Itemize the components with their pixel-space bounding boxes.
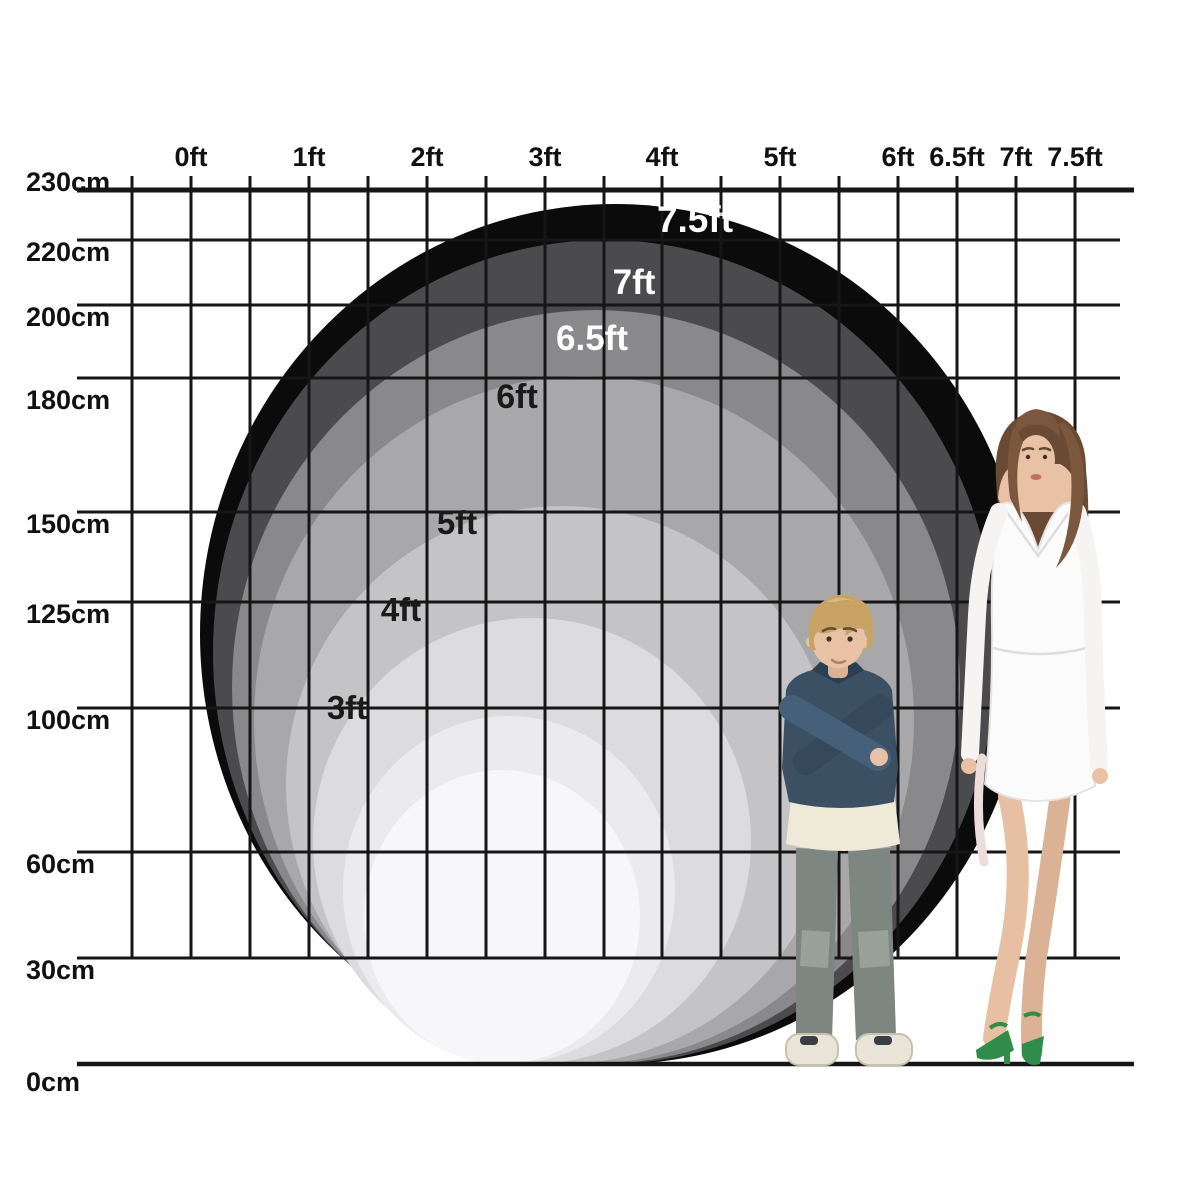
circle-label-7.5ft: 7.5ft (657, 199, 733, 240)
woman-heel-right-strap (1023, 1011, 1042, 1018)
size-circle-inner (364, 770, 640, 1064)
boy-sneaker-left (785, 1033, 839, 1066)
boy-hair-highlight (826, 598, 856, 602)
ft-axis-label-5ft: 5ft (764, 142, 797, 172)
woman-heel-right (1022, 1036, 1044, 1065)
ft-axis-labels: 0ft 1ft 2ft 3ft 4ft 5ft 6ft 6.5ft 7ft 7.5ft (175, 142, 1103, 172)
boy-figure (779, 594, 913, 1066)
woman-sleeve-right (1068, 503, 1108, 773)
boy-eyebrows (821, 627, 858, 633)
woman-lips (1030, 474, 1042, 480)
boy-hair (808, 594, 874, 650)
woman-heel-left-strap (988, 1021, 1009, 1030)
woman-hair-front-left (1007, 426, 1023, 522)
ft-axis-label-6ft: 6ft (882, 142, 915, 172)
boy-jeans-knee-highlight (858, 930, 890, 968)
cm-axis-label-200cm: 200cm (26, 302, 110, 332)
cm-axis-label-60cm: 60cm (26, 849, 95, 879)
circle-label-4ft: 4ft (381, 591, 421, 628)
ft-axis-label-1ft: 1ft (293, 142, 326, 172)
cm-axis-label-180cm: 180cm (26, 385, 110, 415)
woman-sleeve-left (961, 503, 1008, 763)
woman-dress-vneck (1002, 507, 1074, 559)
cm-axis-label-125cm: 125cm (26, 599, 110, 629)
woman-figure (961, 409, 1108, 1065)
boy-sneaker-laces (800, 1036, 818, 1045)
boy-hand (870, 748, 888, 766)
woman-eye (1025, 454, 1031, 460)
woman-eyebrows (1021, 446, 1052, 452)
ft-axis-label-2ft: 2ft (411, 142, 444, 172)
cm-axis-label-230cm: 230cm (26, 167, 110, 197)
boy-sneaker-right (855, 1033, 913, 1066)
woman-heel-left-spike (1004, 1046, 1010, 1064)
boy-eye (847, 636, 853, 642)
woman-hair-top (1014, 409, 1060, 438)
woman-eye (1042, 454, 1048, 460)
ft-axis-label-6.5ft: 6.5ft (929, 142, 985, 172)
circle-label-7ft: 7ft (613, 263, 656, 302)
circle-label-5ft: 5ft (437, 504, 477, 541)
boy-jeans-knee-highlight (800, 930, 830, 968)
ft-axis-label-0ft: 0ft (175, 142, 208, 172)
cm-axis-label-0cm: 0cm (26, 1067, 80, 1097)
circle-label-3ft: 3ft (327, 689, 367, 726)
woman-hand-right (1092, 768, 1108, 784)
ft-axis-label-4ft: 4ft (646, 142, 679, 172)
cm-axis-label-30cm: 30cm (26, 955, 95, 985)
ft-axis-label-3ft: 3ft (529, 142, 562, 172)
cm-axis-labels: 230cm 220cm 200cm 180cm 150cm 125cm 100cm 60cm 3… (26, 167, 110, 1097)
circle-label-6ft: 6ft (496, 378, 538, 416)
cm-axis-label-220cm: 220cm (26, 237, 110, 267)
woman-leg-back (1021, 787, 1071, 1063)
ft-axis-label-7.5ft: 7.5ft (1047, 142, 1103, 172)
woman-hand-left (961, 758, 977, 774)
woman-dress-waist (992, 646, 1088, 656)
ft-axis-label-7ft: 7ft (1000, 142, 1033, 172)
woman-leg-front (983, 785, 1029, 1049)
cm-axis-label-100cm: 100cm (26, 705, 110, 735)
boy-mouth (830, 658, 847, 664)
circle-label-6.5ft: 6.5ft (556, 319, 628, 358)
woman-dress (983, 501, 1097, 803)
boy-sneaker-laces (874, 1036, 892, 1045)
boy-arm-front (779, 695, 891, 771)
woman-hair-front-right (1056, 422, 1085, 568)
boy-eye (826, 636, 832, 642)
woman-waist-sash (973, 753, 989, 867)
cm-axis-label-150cm: 150cm (26, 509, 110, 539)
